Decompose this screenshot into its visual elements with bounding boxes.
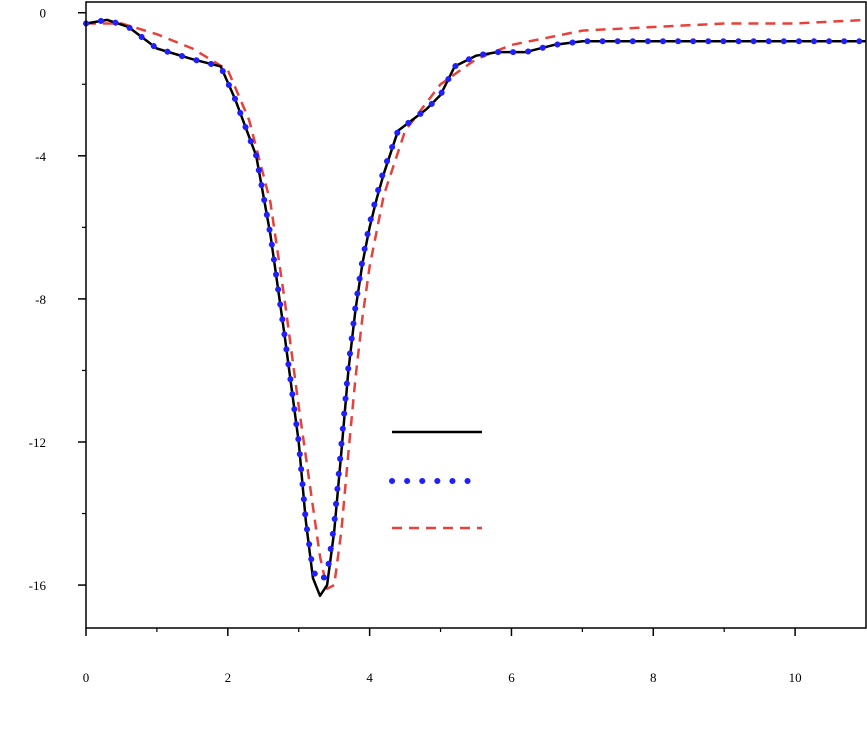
plot-frame	[85, 1, 867, 629]
x-tick-label: 0	[83, 670, 90, 685]
y-tick-label: -12	[29, 435, 46, 450]
x-axis: 0 2 4 6 8 10	[83, 628, 802, 685]
x-tick-label: 4	[366, 670, 373, 685]
x-tick-label: 8	[650, 670, 657, 685]
series-line-dotted	[83, 16, 867, 585]
y-tick-label: -16	[29, 578, 47, 593]
x-tick-label: 10	[789, 670, 802, 685]
y-axis: 0 -4 -8 -12 -16	[29, 6, 86, 593]
x-tick-label: 2	[225, 670, 232, 685]
y-tick-label: -8	[35, 292, 46, 307]
plot-area	[83, 16, 867, 598]
y-tick-label: -4	[35, 149, 46, 164]
series-line-dashed	[86, 18, 867, 590]
y-tick-label: 0	[40, 6, 47, 21]
legend	[389, 430, 485, 530]
series-line-solid	[85, 18, 866, 598]
x-tick-label: 6	[508, 670, 515, 685]
